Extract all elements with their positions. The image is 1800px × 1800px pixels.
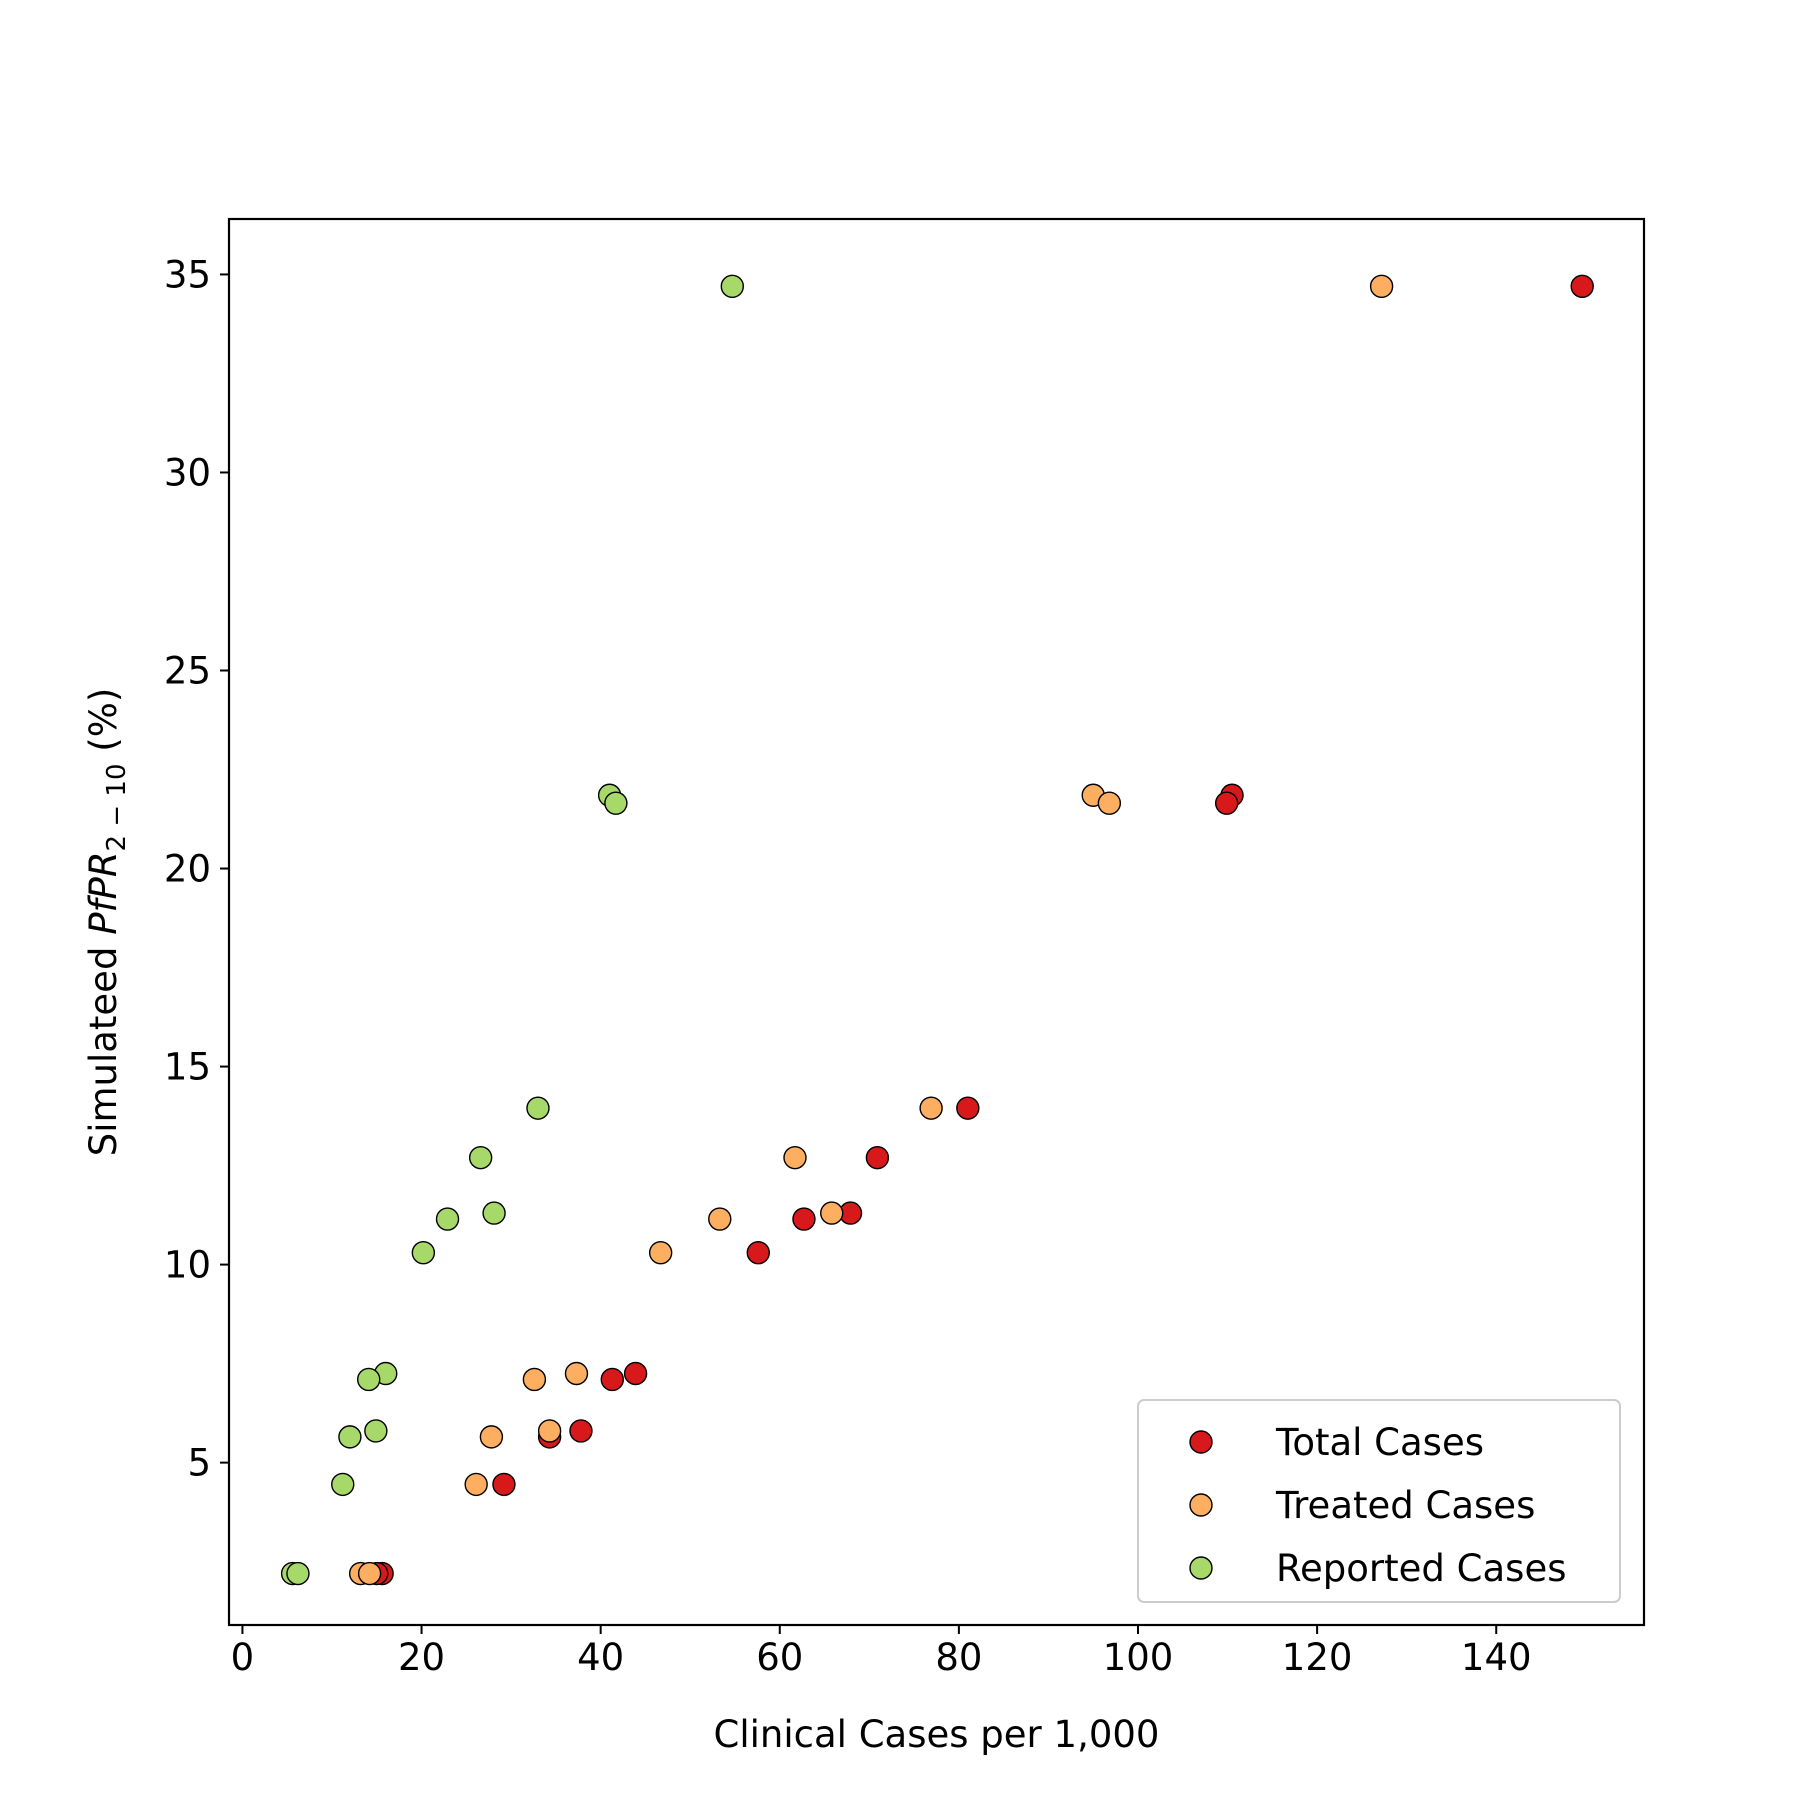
x-tick-label: 80 <box>935 1636 982 1679</box>
treated-cases-point <box>359 1563 381 1585</box>
x-tick-label: 0 <box>231 1636 255 1679</box>
treated-cases-point <box>1371 275 1393 297</box>
treated-cases-point <box>465 1473 487 1495</box>
legend-marker-reported-cases <box>1190 1557 1212 1579</box>
treated-cases-point <box>565 1363 587 1385</box>
treated-cases-point <box>523 1368 545 1390</box>
legend-marker-treated-cases <box>1190 1494 1212 1516</box>
reported-cases-point <box>358 1368 380 1390</box>
y-tick-label: 35 <box>164 253 211 296</box>
treated-cases-point <box>539 1420 561 1442</box>
legend-label-total-cases: Total Cases <box>1275 1421 1484 1464</box>
legend-label-reported-cases: Reported Cases <box>1276 1547 1567 1590</box>
total-cases-point <box>793 1208 815 1230</box>
legend-label-treated-cases: Treated Cases <box>1275 1484 1535 1527</box>
total-cases-point <box>1571 275 1593 297</box>
total-cases-point <box>957 1097 979 1119</box>
treated-cases-point <box>821 1202 843 1224</box>
total-cases-point <box>747 1242 769 1264</box>
reported-cases-point <box>287 1563 309 1585</box>
total-cases-point <box>570 1420 592 1442</box>
x-tick-label: 40 <box>577 1636 624 1679</box>
legend: Total Cases Treated Cases Reported Cases <box>1138 1400 1620 1602</box>
y-tick-label: 10 <box>164 1244 211 1287</box>
reported-cases-point <box>365 1420 387 1442</box>
reported-cases-point <box>437 1208 459 1230</box>
reported-cases-point <box>339 1426 361 1448</box>
y-axis-label: Simulateed PfPR2 − 10 (%) <box>82 688 132 1157</box>
reported-cases-point <box>332 1473 354 1495</box>
reported-cases-point <box>412 1242 434 1264</box>
total-cases-point <box>625 1363 647 1385</box>
reported-cases-point <box>721 275 743 297</box>
y-tick-label: 15 <box>164 1046 211 1089</box>
x-axis-label: Clinical Cases per 1,000 <box>714 1713 1160 1756</box>
total-cases-point <box>601 1368 623 1390</box>
total-cases-point <box>1216 792 1238 814</box>
reported-cases-point <box>470 1147 492 1169</box>
x-tick-label: 60 <box>756 1636 803 1679</box>
x-tick-label: 20 <box>398 1636 445 1679</box>
x-tick-label: 140 <box>1461 1636 1532 1679</box>
treated-cases-point <box>709 1208 731 1230</box>
total-cases-point <box>866 1147 888 1169</box>
y-tick-label: 20 <box>164 848 211 891</box>
reported-cases-point <box>605 792 627 814</box>
reported-cases-point <box>483 1202 505 1224</box>
treated-cases-point <box>920 1097 942 1119</box>
y-tick-label: 30 <box>164 451 211 494</box>
y-tick-label: 25 <box>164 650 211 693</box>
x-tick-label: 120 <box>1282 1636 1353 1679</box>
y-tick-label: 5 <box>187 1442 211 1485</box>
treated-cases-point <box>480 1426 502 1448</box>
treated-cases-point <box>1098 792 1120 814</box>
legend-marker-total-cases <box>1190 1431 1212 1453</box>
treated-cases-point <box>784 1147 806 1169</box>
reported-cases-point <box>527 1097 549 1119</box>
total-cases-point <box>493 1473 515 1495</box>
x-tick-label: 100 <box>1103 1636 1174 1679</box>
treated-cases-point <box>650 1242 672 1264</box>
